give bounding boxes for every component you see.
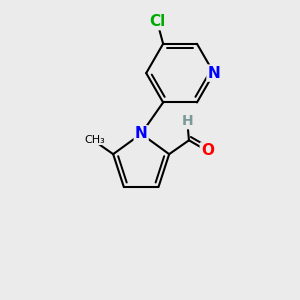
Text: Cl: Cl [149, 14, 165, 29]
Text: CH₃: CH₃ [84, 134, 105, 145]
Text: O: O [201, 143, 214, 158]
Text: N: N [135, 126, 148, 141]
Text: H: H [182, 114, 193, 128]
Text: N: N [208, 66, 220, 81]
